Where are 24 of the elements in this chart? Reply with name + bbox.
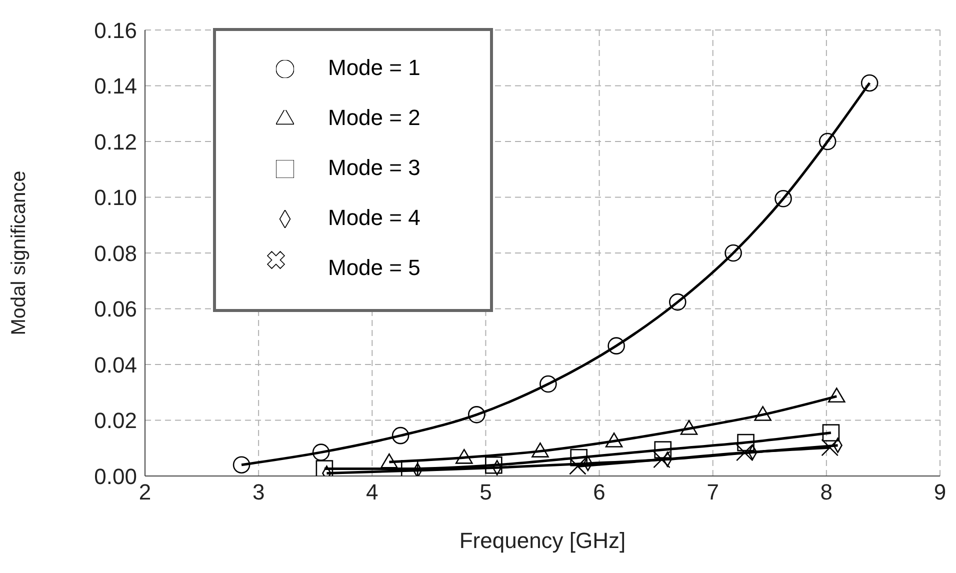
legend-label: Mode = 3 <box>328 155 420 180</box>
y-tick-label: 0.00 <box>94 464 137 489</box>
legend-label: Mode = 1 <box>328 55 420 80</box>
x-tick-label: 8 <box>820 480 833 505</box>
y-tick-label: 0.10 <box>94 185 137 210</box>
y-axis-title: Modal significance <box>8 170 30 336</box>
y-tick-label: 0.06 <box>94 296 137 322</box>
y-tick-label: 0.14 <box>94 74 137 99</box>
legend-label: Mode = 4 <box>328 205 420 230</box>
x-tick-label: 9 <box>934 480 946 505</box>
legend-label: Mode = 2 <box>328 105 420 130</box>
y-tick-label: 0.02 <box>94 408 137 434</box>
x-tick-label: 6 <box>593 480 606 505</box>
x-tick-label: 2 <box>138 480 152 505</box>
legend-label: Mode = 5 <box>328 255 420 280</box>
x-tick-label: 5 <box>480 480 492 505</box>
x-tick-label: 4 <box>366 480 378 505</box>
y-tick-label: 0.12 <box>94 129 137 154</box>
x-tick-label: 7 <box>706 480 719 505</box>
y-tick-label: 0.16 <box>94 18 137 43</box>
x-tick-label: 3 <box>252 480 265 505</box>
y-tick-label: 0.04 <box>94 352 137 378</box>
x-axis-title: Frequency [GHz] <box>459 528 626 553</box>
y-tick-label: 0.08 <box>94 240 137 266</box>
